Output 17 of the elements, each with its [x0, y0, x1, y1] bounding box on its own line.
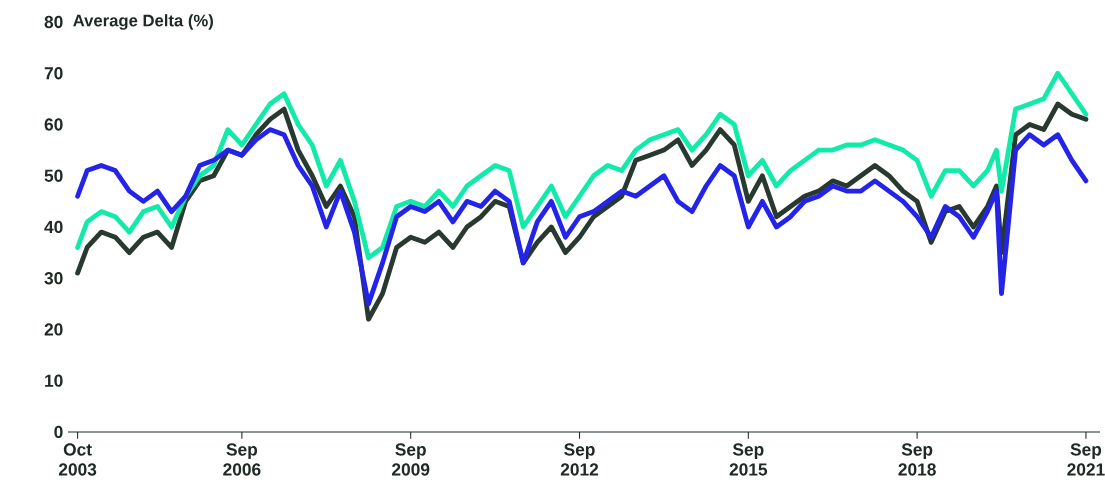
x-tick-label: Sep 2021 — [1067, 443, 1105, 476]
x-tick-label: Sep 2006 — [223, 443, 261, 476]
y-tick-label: 70 — [44, 67, 63, 80]
x-tick-label: Sep 2012 — [560, 443, 599, 476]
y-axis-title: Average Delta (%) — [73, 14, 213, 30]
y-tick-label: 50 — [44, 169, 63, 182]
x-tick-label: Sep 2009 — [392, 443, 430, 476]
y-tick-label: 0 — [54, 425, 63, 439]
x-tick-label: Sep 2015 — [729, 443, 768, 476]
x-tick-label: Oct 2003 — [58, 443, 97, 476]
y-tick-label: 40 — [44, 220, 63, 234]
y-tick-label: 10 — [45, 374, 63, 387]
y-tick-label: 80 — [44, 15, 63, 29]
y-tick-label: 30 — [44, 272, 63, 285]
y-tick-label: 20 — [44, 323, 63, 336]
y-tick-label: 60 — [44, 118, 63, 131]
x-tick-label: Sep 2018 — [898, 443, 936, 476]
